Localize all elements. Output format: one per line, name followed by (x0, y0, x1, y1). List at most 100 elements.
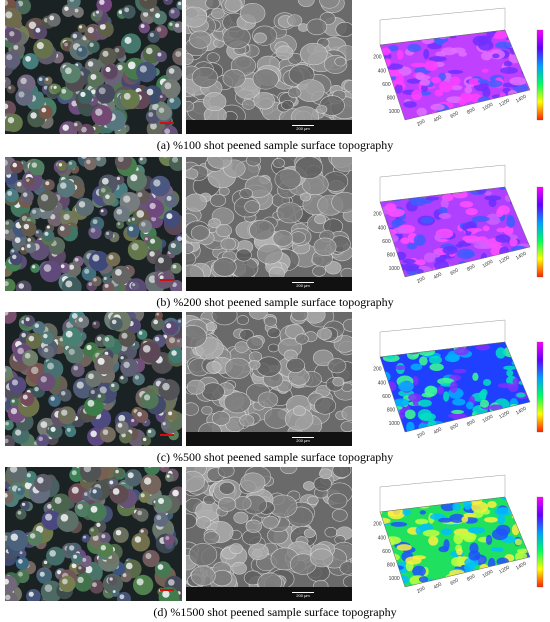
surface-bump (460, 430, 469, 432)
grain-highlight (66, 427, 71, 432)
x-tick-label: 800 (466, 106, 476, 115)
surface-bump (388, 30, 406, 32)
surface-bump (467, 497, 478, 502)
grain (168, 240, 182, 256)
grain-highlight (103, 276, 107, 281)
surface-bump (436, 342, 447, 344)
grain (130, 216, 140, 225)
grain (20, 392, 35, 407)
grain-highlight (100, 545, 107, 551)
sem-crater (327, 358, 347, 374)
sem-crater (331, 508, 348, 522)
grain-highlight (117, 423, 123, 428)
grain-highlight (79, 25, 83, 29)
grain-highlight (124, 7, 130, 13)
sem-crater (335, 21, 352, 37)
grain-highlight (157, 257, 164, 264)
surface-bump (487, 119, 496, 120)
surface-bump (434, 233, 441, 241)
grain-highlight (9, 31, 15, 37)
grain-highlight (45, 513, 53, 521)
surface-bump (483, 378, 492, 386)
grain-highlight (99, 386, 107, 394)
y-tick-label: 1000 (389, 421, 400, 427)
grain (56, 510, 79, 533)
surface-bump (471, 269, 482, 275)
surface-bump (507, 342, 520, 350)
grain-highlight (176, 339, 180, 343)
sem-crater (203, 531, 220, 545)
grain-highlight (153, 319, 159, 325)
grain-highlight (177, 319, 182, 323)
surface-bump (464, 86, 473, 94)
grain-highlight (61, 391, 66, 396)
surface-bump (521, 524, 530, 535)
surface-bump (440, 528, 453, 536)
grain-highlight (43, 333, 48, 339)
grain-highlight (118, 10, 123, 14)
grain-highlight (127, 218, 132, 222)
grain-highlight (26, 244, 31, 248)
surface-bump (466, 227, 483, 233)
surface-bump (454, 347, 470, 356)
caption: (c) %500 shot peened sample surface topo… (157, 450, 394, 464)
surface-bump (452, 502, 461, 511)
grain (94, 9, 103, 18)
grain (134, 409, 149, 423)
grain-highlight (61, 88, 67, 94)
surface-bump (519, 520, 528, 528)
surface-bump (499, 112, 509, 119)
surface-bump (442, 245, 458, 255)
grain (96, 392, 106, 403)
grain-highlight (108, 254, 114, 260)
grain-highlight (171, 157, 179, 163)
colorbar (536, 29, 544, 121)
y-tick-label: 600 (382, 394, 391, 400)
grain-highlight (31, 366, 39, 375)
y-tick-label: 1000 (389, 266, 400, 272)
grain (15, 508, 27, 520)
grain-highlight (11, 379, 19, 386)
sem-crater (340, 421, 352, 433)
y-tick-label: 1000 (389, 109, 400, 115)
grain-highlight (40, 194, 49, 202)
grain (8, 376, 27, 394)
sem-crater (332, 376, 345, 387)
surface-bump (403, 30, 415, 35)
grain-highlight (60, 182, 67, 189)
grain-highlight (146, 47, 153, 55)
sem-crater (248, 312, 268, 320)
sem-crater (267, 327, 281, 338)
grain-highlight (24, 481, 32, 490)
grain-highlight (43, 264, 52, 272)
grain-highlight (162, 422, 166, 426)
grain (6, 529, 29, 551)
grain-highlight (117, 222, 121, 226)
grain (42, 229, 55, 242)
optical-image (5, 0, 182, 134)
surface-bump (518, 342, 528, 345)
surface-bump (418, 30, 426, 39)
sem-crater (246, 336, 264, 350)
grain (161, 420, 170, 430)
surface-bump (445, 489, 458, 495)
grain (138, 219, 152, 233)
surface-bump (473, 509, 484, 518)
grain-highlight (5, 438, 9, 444)
colorbar (536, 496, 544, 588)
sem-image: 200 μm (186, 0, 352, 134)
grain-highlight (5, 64, 6, 69)
grain-highlight (104, 283, 109, 288)
grain-highlight (166, 213, 173, 220)
surface-bump (520, 363, 530, 375)
grain-highlight (131, 243, 139, 251)
grain-highlight (74, 8, 79, 13)
grain-highlight (149, 202, 156, 210)
sem-crater (218, 186, 230, 196)
grain-highlight (69, 264, 75, 270)
y-tick-label: 800 (387, 408, 396, 414)
grain-highlight (138, 331, 143, 335)
y-tick-label: 200 (373, 212, 382, 218)
surface-bump (487, 500, 497, 509)
surface-bump (411, 89, 423, 101)
